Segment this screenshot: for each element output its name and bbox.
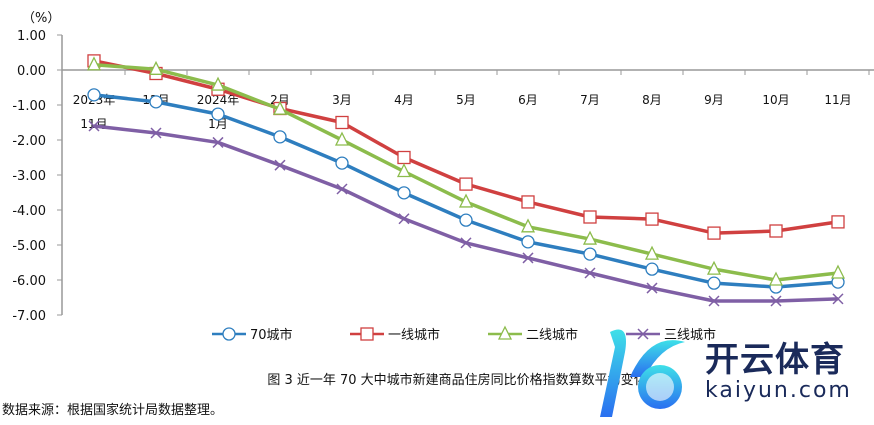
x-tick-label: 11月 bbox=[80, 117, 107, 131]
data-point bbox=[150, 127, 162, 139]
data-point bbox=[460, 237, 472, 249]
legend-marker bbox=[222, 327, 236, 341]
data-point bbox=[521, 195, 535, 209]
data-point bbox=[87, 88, 101, 102]
data-point bbox=[582, 230, 598, 245]
y-tick-label: -5.00 bbox=[12, 239, 46, 254]
data-point bbox=[212, 136, 224, 148]
legend-label: 一线城市 bbox=[388, 327, 440, 343]
data-point bbox=[210, 76, 226, 91]
x-tick-label: 8月 bbox=[642, 93, 662, 107]
x-tick-label: 5月 bbox=[456, 93, 476, 107]
watermark-url: kaiyun.com bbox=[705, 378, 852, 403]
data-point bbox=[769, 224, 783, 238]
data-point bbox=[707, 276, 721, 290]
data-point bbox=[707, 226, 721, 240]
x-tick-label: 3月 bbox=[332, 93, 352, 107]
y-tick-label: 1.00 bbox=[17, 29, 46, 44]
data-point bbox=[520, 218, 536, 233]
legend-label: 70城市 bbox=[250, 327, 293, 343]
y-tick-label: -6.00 bbox=[12, 274, 46, 289]
x-tick-label: 6月 bbox=[518, 93, 538, 107]
data-point bbox=[706, 260, 722, 275]
series-line-1 bbox=[93, 93, 839, 289]
x-tick-label: 1月 bbox=[208, 117, 228, 131]
y-axis-label: （%） bbox=[22, 11, 60, 26]
data-point bbox=[272, 100, 288, 115]
data-point bbox=[646, 282, 658, 294]
data-point bbox=[88, 120, 100, 132]
data-point bbox=[273, 130, 287, 144]
data-point bbox=[459, 213, 473, 227]
x-tick-label: 10月 bbox=[762, 93, 789, 107]
data-point bbox=[645, 262, 659, 276]
legend-marker bbox=[497, 325, 513, 340]
x-tick-label: 4月 bbox=[394, 93, 414, 107]
data-point bbox=[398, 213, 410, 225]
line-chart: （%） 1.00 0.00 -1.00 -2.00 -3.00 -4.00 -5.00 -6.0… bbox=[12, 11, 874, 343]
y-tick-label: -2.00 bbox=[12, 134, 46, 149]
data-point bbox=[396, 163, 412, 178]
legend-label: 三线城市 bbox=[664, 327, 716, 343]
data-point bbox=[397, 150, 411, 165]
data-point bbox=[832, 293, 844, 305]
data-point bbox=[459, 177, 473, 191]
data-point bbox=[336, 183, 348, 195]
data-point bbox=[148, 60, 164, 75]
data-point bbox=[397, 186, 411, 200]
x-tick-label: 9月 bbox=[704, 93, 724, 107]
data-point bbox=[334, 131, 350, 146]
data-point bbox=[584, 267, 596, 279]
data-point bbox=[458, 193, 474, 208]
data-point bbox=[583, 210, 597, 224]
data-point bbox=[149, 95, 163, 109]
legend-marker bbox=[637, 328, 649, 340]
data-point bbox=[274, 159, 286, 171]
watermark-name: 开云体育 bbox=[705, 340, 845, 380]
data-point bbox=[521, 235, 535, 249]
y-tick-label: 0.00 bbox=[17, 64, 46, 79]
data-point bbox=[770, 295, 782, 307]
data-point bbox=[335, 115, 349, 130]
data-point bbox=[644, 245, 660, 260]
y-tick-label: -4.00 bbox=[12, 204, 46, 219]
figure-caption: 图 3 近一年 70 大中城市新建商品住房同比价格指数算数平均变化 bbox=[267, 373, 647, 388]
legend-marker bbox=[360, 327, 374, 341]
y-tick-label: -7.00 bbox=[12, 309, 46, 324]
kaiyun-logo-icon bbox=[600, 329, 685, 417]
data-point bbox=[708, 295, 720, 307]
data-point bbox=[335, 156, 349, 170]
data-source-note: 数据来源：根据国家统计局数据整理。 bbox=[2, 403, 224, 418]
data-point bbox=[830, 264, 846, 279]
data-point bbox=[831, 215, 845, 229]
y-tick-label: -1.00 bbox=[12, 99, 46, 114]
x-tick-label: 2024年 bbox=[197, 93, 240, 107]
x-tick-label: 11月 bbox=[824, 93, 851, 107]
data-point bbox=[583, 247, 597, 261]
data-point bbox=[768, 271, 784, 286]
data-point bbox=[645, 212, 659, 226]
legend-label: 二线城市 bbox=[526, 327, 578, 343]
watermark-logo: 开云体育 kaiyun.com bbox=[590, 322, 874, 422]
data-point bbox=[86, 56, 102, 71]
x-tick-label: 7月 bbox=[580, 93, 600, 107]
data-point bbox=[211, 107, 225, 121]
data-point bbox=[522, 252, 534, 264]
y-tick-label: -3.00 bbox=[12, 169, 46, 184]
